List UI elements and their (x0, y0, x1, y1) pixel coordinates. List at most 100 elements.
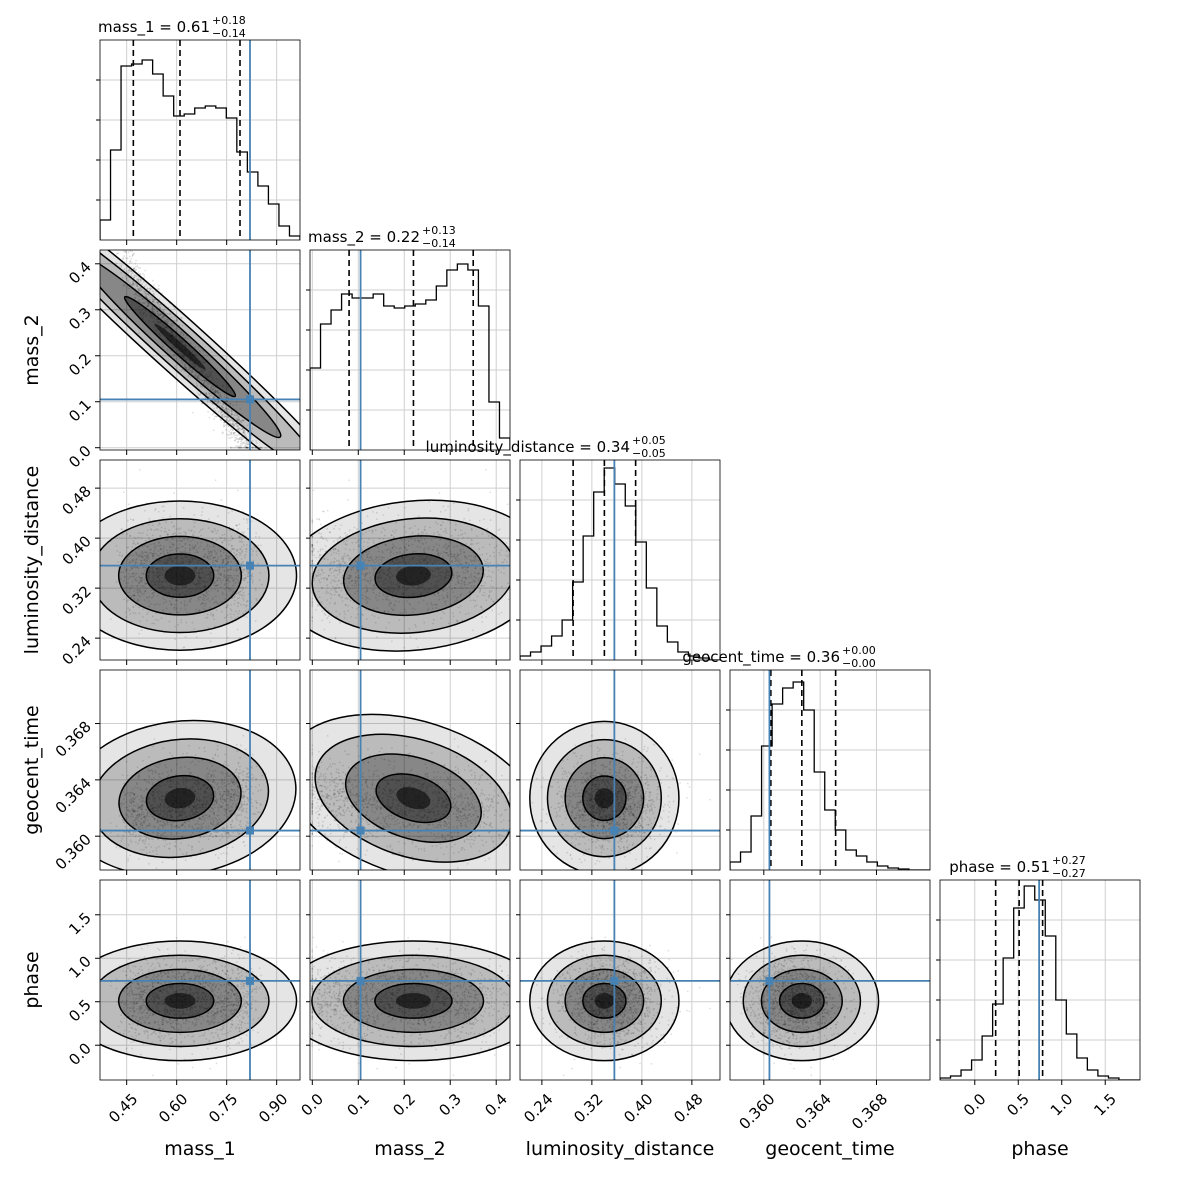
sample-point (207, 567, 210, 570)
sample-point (226, 411, 229, 413)
sample-point (143, 302, 146, 305)
sample-point (217, 577, 220, 579)
sample-point (158, 569, 161, 572)
sample-point (205, 598, 208, 601)
histogram-mass_1 (100, 59, 300, 240)
sample-point (245, 446, 248, 449)
sample-point (177, 623, 180, 626)
sample-point (251, 579, 254, 582)
sample-point (156, 301, 159, 304)
sample-point (240, 446, 243, 449)
sample-point (245, 547, 248, 550)
sample-point (241, 597, 244, 600)
sample-point (197, 346, 200, 349)
sample-point (131, 558, 134, 561)
sample-point (131, 594, 133, 597)
sample-point (232, 538, 235, 540)
sample-point (164, 559, 167, 561)
sample-point (215, 601, 218, 604)
sample-point (246, 581, 249, 584)
sample-point (151, 307, 154, 309)
sample-point (159, 313, 161, 316)
sample-point (195, 608, 197, 611)
sample-point (199, 577, 202, 580)
sample-point (232, 424, 234, 427)
sample-point (123, 580, 125, 582)
sample-point (209, 392, 211, 395)
sample-point (123, 491, 125, 494)
sample-point (189, 560, 192, 563)
sample-point (165, 561, 168, 563)
sample-point (197, 374, 200, 377)
sample-point (148, 523, 150, 526)
sample-point (182, 506, 185, 509)
sample-point (138, 588, 141, 591)
sample-point (129, 260, 132, 263)
sample-point (162, 314, 165, 317)
sample-point (157, 303, 159, 306)
sample-point (120, 555, 123, 558)
sample-point (123, 284, 125, 286)
sample-point (157, 313, 160, 316)
sample-point (180, 359, 183, 362)
sample-point (179, 353, 182, 356)
sample-point (156, 301, 159, 304)
sample-point (251, 446, 254, 449)
sample-point (199, 582, 202, 585)
sample-point (250, 548, 253, 551)
sample-point (243, 432, 246, 434)
sample-point (127, 607, 130, 610)
sample-point (230, 603, 233, 606)
sample-point (151, 306, 154, 308)
sample-point (197, 597, 200, 600)
sample-point (133, 598, 135, 601)
sample-point (204, 369, 207, 372)
sample-point (181, 562, 184, 565)
sample-point (209, 383, 212, 386)
sample-point (516, 554, 518, 556)
sample-point (232, 431, 235, 434)
sample-point (227, 543, 230, 545)
sample-point (216, 377, 219, 380)
sample-point (221, 591, 224, 594)
sample-point (140, 593, 143, 596)
sample-point (242, 432, 245, 434)
sample-point (128, 573, 130, 575)
sample-point (225, 594, 228, 596)
sample-point (153, 550, 156, 553)
sample-point (424, 559, 427, 561)
sample-point (224, 415, 227, 418)
sample-point (161, 585, 164, 588)
sample-point (216, 579, 219, 582)
sample-point (171, 331, 174, 334)
sample-point (163, 327, 166, 330)
sample-point (217, 566, 220, 569)
sample-point (201, 358, 204, 361)
sample-point (203, 586, 205, 589)
sample-point (133, 594, 136, 597)
sample-point (242, 419, 245, 422)
sample-point (127, 577, 130, 580)
sample-point (206, 545, 208, 548)
sample-point (227, 560, 230, 563)
sample-point (207, 554, 209, 557)
sample-point (222, 549, 225, 551)
sample-point (159, 523, 161, 525)
sample-point (240, 438, 242, 441)
sample-point (246, 521, 249, 524)
sample-point (155, 301, 158, 304)
sample-point (191, 371, 194, 373)
sample-point (226, 614, 229, 616)
sample-point (256, 562, 259, 565)
sample-point (168, 591, 170, 594)
sample-point (220, 610, 223, 613)
sample-point (206, 381, 209, 384)
sample-point (129, 535, 131, 537)
sample-point (138, 612, 141, 615)
sample-point (311, 519, 314, 521)
sample-point (237, 416, 239, 419)
sample-point (235, 401, 238, 403)
sample-point (115, 581, 118, 584)
sample-point (216, 401, 219, 404)
sample-point (171, 546, 174, 549)
